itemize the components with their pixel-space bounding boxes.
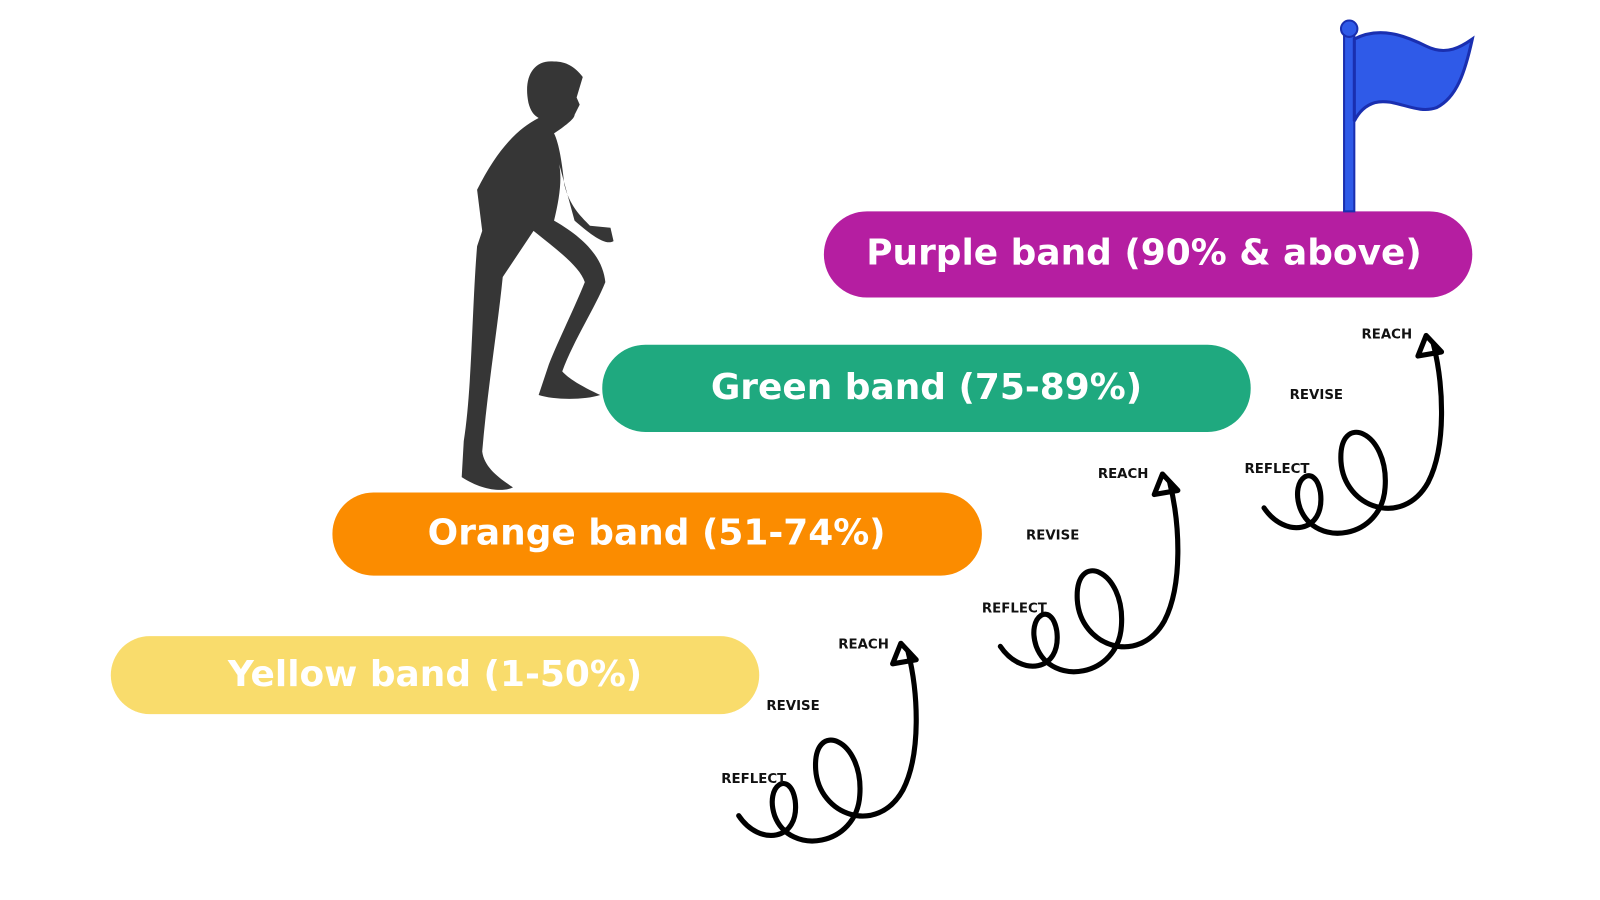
flag-knob bbox=[1339, 19, 1359, 38]
loop-label: REACH bbox=[1098, 467, 1149, 482]
band-label: Yellow band (1-50%) bbox=[227, 654, 642, 695]
loop-label: REVISE bbox=[766, 699, 819, 714]
green-band bbox=[602, 344, 1251, 432]
loop-label: REFLECT bbox=[982, 602, 1048, 617]
loop-label: REVISE bbox=[1026, 529, 1079, 544]
loop-label: REFLECT bbox=[721, 772, 787, 787]
loop-arrow: REFLECT REVISE REACH bbox=[982, 467, 1181, 675]
loop-path bbox=[736, 648, 919, 844]
band-label: Purple band (90% & above) bbox=[866, 232, 1422, 273]
purple-band bbox=[823, 211, 1473, 298]
loop-path bbox=[1261, 341, 1445, 536]
arrow-head bbox=[1151, 471, 1181, 498]
yellow-band bbox=[110, 636, 760, 715]
scene: Yellow band (1-50%) Orange band (51-74%)… bbox=[110, 19, 1475, 844]
arrow-head bbox=[890, 640, 919, 667]
loop-path bbox=[997, 479, 1181, 675]
loop-label: REVISE bbox=[1290, 388, 1343, 403]
band-label: Orange band (51-74%) bbox=[428, 513, 886, 554]
person-silhouette bbox=[461, 61, 614, 490]
loop-label: REACH bbox=[1362, 328, 1413, 343]
loop-arrow: REFLECT REVISE REACH bbox=[1245, 328, 1445, 536]
orange-band bbox=[332, 492, 982, 576]
loop-label: REFLECT bbox=[1245, 462, 1311, 477]
loop-arrow: REFLECT REVISE REACH bbox=[721, 637, 919, 844]
arrow-head bbox=[1415, 332, 1445, 359]
flag bbox=[1352, 31, 1475, 122]
band-label: Green band (75-89%) bbox=[711, 367, 1142, 408]
loop-label: REACH bbox=[838, 637, 889, 652]
